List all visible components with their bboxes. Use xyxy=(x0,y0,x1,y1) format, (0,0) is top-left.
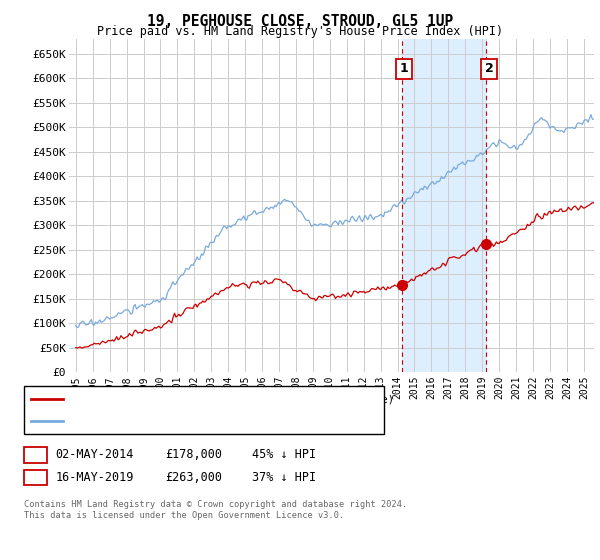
Text: 19, PEGHOUSE CLOSE, STROUD, GL5 1UP: 19, PEGHOUSE CLOSE, STROUD, GL5 1UP xyxy=(147,14,453,29)
Text: HPI: Average price, detached house, Stroud: HPI: Average price, detached house, Stro… xyxy=(69,416,331,426)
Text: 1: 1 xyxy=(32,448,39,461)
Text: 19, PEGHOUSE CLOSE, STROUD, GL5 1UP (detached house): 19, PEGHOUSE CLOSE, STROUD, GL5 1UP (det… xyxy=(69,394,394,404)
Text: 2: 2 xyxy=(32,470,39,484)
Text: Contains HM Land Registry data © Crown copyright and database right 2024.: Contains HM Land Registry data © Crown c… xyxy=(24,500,407,508)
Bar xyxy=(402,39,487,372)
Text: 16-MAY-2019: 16-MAY-2019 xyxy=(55,470,134,484)
Text: 02-MAY-2014: 02-MAY-2014 xyxy=(55,448,134,461)
Text: 37% ↓ HPI: 37% ↓ HPI xyxy=(252,470,316,484)
Text: 45% ↓ HPI: 45% ↓ HPI xyxy=(252,448,316,461)
Text: This data is licensed under the Open Government Licence v3.0.: This data is licensed under the Open Gov… xyxy=(24,511,344,520)
Text: Price paid vs. HM Land Registry's House Price Index (HPI): Price paid vs. HM Land Registry's House … xyxy=(97,25,503,38)
Text: £178,000: £178,000 xyxy=(165,448,222,461)
Text: £263,000: £263,000 xyxy=(165,470,222,484)
Text: 1: 1 xyxy=(400,62,409,75)
Text: 2: 2 xyxy=(485,62,493,75)
